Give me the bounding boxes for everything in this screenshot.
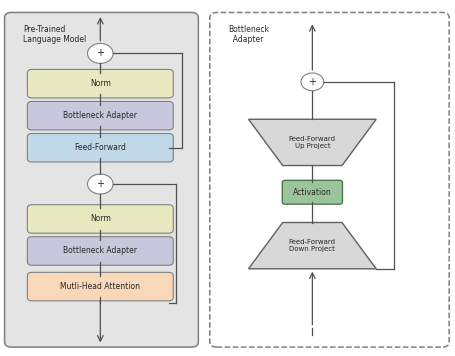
Text: Activation: Activation [293,188,331,197]
FancyBboxPatch shape [27,205,173,233]
FancyBboxPatch shape [5,12,198,347]
Circle shape [300,73,323,91]
Text: Feed-Forward: Feed-Forward [74,143,126,152]
Text: Pre-Trained
Language Model: Pre-Trained Language Model [23,25,86,44]
Text: +: + [96,179,104,189]
Text: Feed-Forward
Down Project: Feed-Forward Down Project [288,239,335,252]
Text: Bottleneck
  Adapter: Bottleneck Adapter [228,25,268,44]
Text: Mutli-Head Attention: Mutli-Head Attention [60,282,140,291]
Circle shape [87,174,113,194]
Polygon shape [248,119,375,166]
Text: +: + [308,77,316,87]
Polygon shape [248,222,375,269]
FancyBboxPatch shape [282,180,342,204]
Text: +: + [96,48,104,58]
FancyBboxPatch shape [27,101,173,130]
Text: Bottleneck Adapter: Bottleneck Adapter [63,111,137,120]
Text: Feed-Forward
Up Project: Feed-Forward Up Project [288,136,335,149]
FancyBboxPatch shape [27,134,173,162]
FancyBboxPatch shape [209,12,448,347]
FancyBboxPatch shape [27,272,173,301]
Text: Norm: Norm [90,214,111,224]
Text: Norm: Norm [90,79,111,88]
FancyBboxPatch shape [27,69,173,98]
FancyBboxPatch shape [27,237,173,265]
Circle shape [87,43,113,63]
Text: Bottleneck Adapter: Bottleneck Adapter [63,246,137,256]
